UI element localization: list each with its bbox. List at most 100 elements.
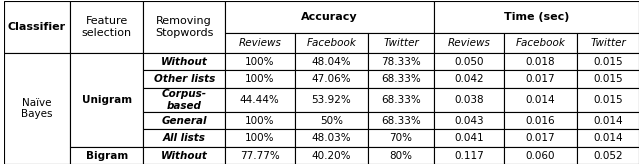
Bar bbox=[225, 112, 294, 129]
Bar bbox=[504, 129, 577, 147]
Text: 0.018: 0.018 bbox=[525, 57, 556, 67]
Bar bbox=[504, 33, 577, 53]
Bar bbox=[294, 33, 368, 53]
Text: 100%: 100% bbox=[245, 74, 275, 84]
Text: Facebook: Facebook bbox=[307, 38, 356, 48]
Bar bbox=[225, 129, 294, 147]
Text: 0.017: 0.017 bbox=[525, 74, 556, 84]
Bar bbox=[368, 88, 434, 112]
Text: 47.06%: 47.06% bbox=[312, 74, 351, 84]
Text: 0.043: 0.043 bbox=[454, 116, 484, 126]
Text: 68.33%: 68.33% bbox=[381, 74, 421, 84]
Bar bbox=[577, 129, 639, 147]
Bar bbox=[70, 147, 143, 164]
Bar bbox=[225, 1, 434, 33]
Text: 78.33%: 78.33% bbox=[381, 57, 421, 67]
Text: Other lists: Other lists bbox=[154, 74, 215, 84]
Bar bbox=[504, 147, 577, 164]
Bar bbox=[225, 33, 294, 53]
Bar bbox=[504, 70, 577, 88]
Bar bbox=[434, 33, 504, 53]
Bar bbox=[368, 112, 434, 129]
Bar bbox=[294, 88, 368, 112]
Bar bbox=[434, 88, 504, 112]
Text: 0.042: 0.042 bbox=[454, 74, 484, 84]
Text: 0.041: 0.041 bbox=[454, 133, 484, 143]
Text: 0.017: 0.017 bbox=[525, 133, 556, 143]
Bar bbox=[504, 88, 577, 112]
Text: 100%: 100% bbox=[245, 116, 275, 126]
Text: Reviews: Reviews bbox=[238, 38, 281, 48]
Bar bbox=[434, 53, 504, 70]
Text: 0.015: 0.015 bbox=[593, 95, 623, 105]
Text: 77.77%: 77.77% bbox=[240, 151, 280, 161]
Text: 50%: 50% bbox=[320, 116, 343, 126]
Text: Classifier: Classifier bbox=[8, 22, 66, 32]
Text: 80%: 80% bbox=[390, 151, 413, 161]
Bar bbox=[434, 112, 504, 129]
Bar bbox=[4, 53, 70, 164]
Bar bbox=[143, 53, 225, 70]
Text: All lists: All lists bbox=[163, 133, 205, 143]
Bar bbox=[294, 70, 368, 88]
Bar bbox=[225, 53, 294, 70]
Text: 0.052: 0.052 bbox=[593, 151, 623, 161]
Text: Twitter: Twitter bbox=[591, 38, 626, 48]
Bar bbox=[368, 70, 434, 88]
Text: Twitter: Twitter bbox=[383, 38, 419, 48]
Text: 0.060: 0.060 bbox=[526, 151, 556, 161]
Bar bbox=[143, 129, 225, 147]
Bar bbox=[504, 53, 577, 70]
Bar bbox=[504, 112, 577, 129]
Text: 0.014: 0.014 bbox=[593, 133, 623, 143]
Bar bbox=[225, 147, 294, 164]
Text: 0.015: 0.015 bbox=[593, 57, 623, 67]
Text: 100%: 100% bbox=[245, 133, 275, 143]
Text: 53.92%: 53.92% bbox=[312, 95, 351, 105]
Text: 0.015: 0.015 bbox=[593, 74, 623, 84]
Bar bbox=[143, 112, 225, 129]
Text: 70%: 70% bbox=[390, 133, 413, 143]
Text: Naïve
Bayes: Naïve Bayes bbox=[21, 98, 52, 119]
Text: 44.44%: 44.44% bbox=[240, 95, 280, 105]
Text: Unigram: Unigram bbox=[82, 95, 132, 105]
Bar bbox=[434, 147, 504, 164]
Bar bbox=[143, 70, 225, 88]
Text: Time (sec): Time (sec) bbox=[504, 12, 570, 22]
Text: Without: Without bbox=[161, 57, 207, 67]
Text: Feature
selection: Feature selection bbox=[82, 16, 132, 38]
Text: 0.014: 0.014 bbox=[525, 95, 556, 105]
Text: 0.016: 0.016 bbox=[525, 116, 556, 126]
Text: Without: Without bbox=[161, 151, 207, 161]
Bar bbox=[577, 33, 639, 53]
Bar bbox=[70, 1, 143, 53]
Text: 0.117: 0.117 bbox=[454, 151, 484, 161]
Text: 40.20%: 40.20% bbox=[312, 151, 351, 161]
Text: 68.33%: 68.33% bbox=[381, 116, 421, 126]
Bar bbox=[294, 129, 368, 147]
Bar bbox=[143, 147, 225, 164]
Text: Reviews: Reviews bbox=[447, 38, 490, 48]
Bar bbox=[434, 129, 504, 147]
Text: Bigram: Bigram bbox=[86, 151, 128, 161]
Text: 100%: 100% bbox=[245, 57, 275, 67]
Bar bbox=[294, 112, 368, 129]
Bar bbox=[225, 88, 294, 112]
Text: Removing
Stopwords: Removing Stopwords bbox=[155, 16, 213, 38]
Bar bbox=[143, 1, 225, 53]
Bar bbox=[368, 33, 434, 53]
Bar bbox=[294, 147, 368, 164]
Bar bbox=[225, 70, 294, 88]
Bar bbox=[368, 129, 434, 147]
Text: 48.04%: 48.04% bbox=[312, 57, 351, 67]
Text: 48.03%: 48.03% bbox=[312, 133, 351, 143]
Text: Corpus-
based: Corpus- based bbox=[162, 89, 207, 111]
Bar bbox=[368, 147, 434, 164]
Text: 0.050: 0.050 bbox=[454, 57, 484, 67]
Bar bbox=[4, 1, 70, 53]
Bar bbox=[577, 147, 639, 164]
Bar bbox=[577, 112, 639, 129]
Bar bbox=[70, 53, 143, 147]
Bar bbox=[143, 88, 225, 112]
Bar bbox=[434, 1, 639, 33]
